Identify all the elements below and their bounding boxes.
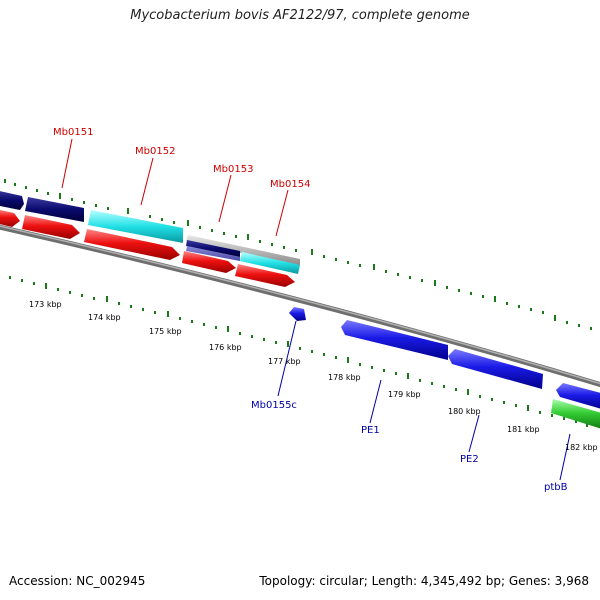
gene-label-pe2[interactable]: PE2 <box>460 454 479 465</box>
gene-mb0151[interactable] <box>25 197 84 222</box>
accession-label: Accession: NC_002945 <box>9 574 146 588</box>
scale-label-180: 180 kbp <box>448 407 481 416</box>
genome-backbone-highlight <box>0 225 600 385</box>
forward-genes-red-row <box>0 209 295 287</box>
scale-label-175: 175 kbp <box>149 327 182 336</box>
gene-blue-right[interactable] <box>556 383 600 410</box>
scale-label-179: 179 kbp <box>388 390 421 399</box>
gene-red-2[interactable] <box>22 215 80 239</box>
gene-mb0153-gray[interactable] <box>186 235 300 266</box>
gene-red-4[interactable] <box>182 251 236 273</box>
gene-pe1[interactable] <box>341 320 448 360</box>
gene-ptbb[interactable] <box>551 399 600 430</box>
gene-mb0153-purple[interactable] <box>186 246 240 261</box>
gene-navy-partial[interactable] <box>0 190 24 210</box>
gene-mb0155c[interactable] <box>289 307 306 321</box>
outer-tick-track <box>4 179 592 330</box>
reverse-gene-labels: Mb0155c PE1 PE2 ptbB <box>251 400 568 493</box>
forward-genes-outer-row <box>0 190 300 274</box>
gene-label-mb0154[interactable]: Mb0154 <box>270 179 310 190</box>
scale-label-176: 176 kbp <box>209 343 242 352</box>
forward-gene-labels: Mb0151 Mb0152 Mb0153 Mb0154 <box>53 127 310 190</box>
scale-label-173: 173 kbp <box>29 300 62 309</box>
scale-label-178: 178 kbp <box>328 373 361 382</box>
gene-label-ptbb[interactable]: ptbB <box>544 482 568 493</box>
gene-label-leaders <box>61 138 571 481</box>
genome-backbone <box>0 224 600 388</box>
gene-label-mb0151[interactable]: Mb0151 <box>53 127 93 138</box>
map-title: Mycobacterium bovis AF2122/97, complete … <box>130 8 470 23</box>
gene-mb0152[interactable] <box>88 210 183 243</box>
gene-label-mb0153[interactable]: Mb0153 <box>213 164 253 175</box>
scale-label-174: 174 kbp <box>88 313 121 322</box>
scale-label-177: 177 kbp <box>268 357 301 366</box>
scale-label-182: 182 kbp <box>565 443 598 452</box>
scale-labels: 173 kbp 174 kbp 175 kbp 176 kbp 177 kbp … <box>29 300 598 452</box>
gene-label-pe1[interactable]: PE1 <box>361 425 380 436</box>
reverse-genes-row <box>289 307 600 430</box>
inner-tick-track <box>9 276 588 427</box>
gene-mb0153-navy[interactable] <box>186 240 240 257</box>
gene-label-mb0152[interactable]: Mb0152 <box>135 146 175 157</box>
gene-mb0154[interactable] <box>240 252 300 274</box>
gene-red-5[interactable] <box>235 264 295 287</box>
scale-label-181: 181 kbp <box>507 425 540 434</box>
genome-stats-label: Topology: circular; Length: 4,345,492 bp… <box>259 574 589 588</box>
gene-red-1[interactable] <box>0 209 20 227</box>
gene-pe2[interactable] <box>448 349 543 389</box>
gene-red-3[interactable] <box>84 229 180 260</box>
gene-label-mb0155c[interactable]: Mb0155c <box>251 400 297 411</box>
